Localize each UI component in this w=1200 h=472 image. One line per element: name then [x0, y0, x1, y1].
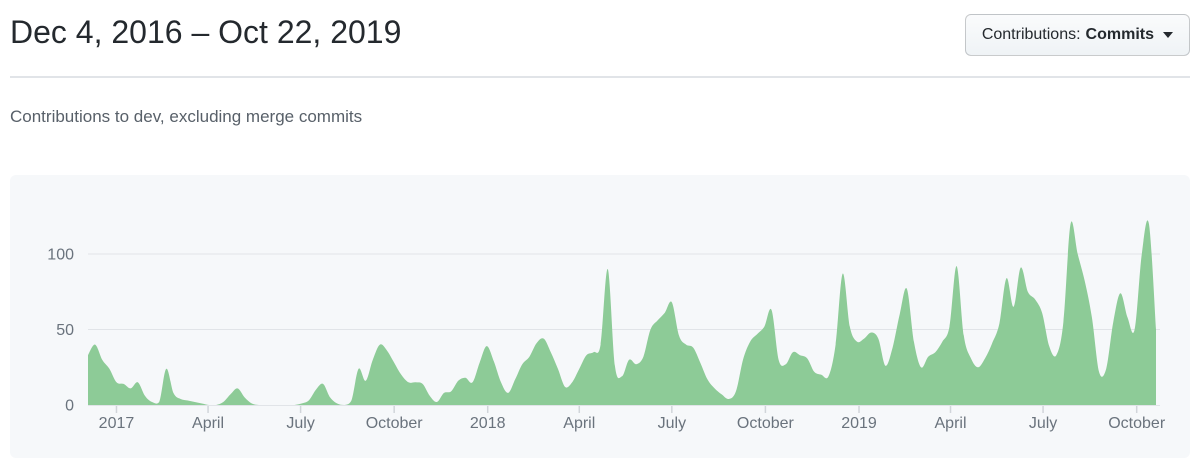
chart-subtitle: Contributions to dev, excluding merge co… [10, 107, 363, 126]
contributions-chart-card: 2017 April July October 2018 April July October… [10, 175, 1190, 458]
x-axis-label: October [366, 415, 424, 432]
contribution-area-series [88, 220, 1156, 405]
x-axis-label: July [286, 415, 314, 432]
x-axis-label: April [192, 415, 224, 432]
x-axis-label: 2018 [470, 415, 506, 432]
x-axis-label: October [737, 415, 795, 432]
x-axis-label: April [563, 415, 595, 432]
x-axis-label: July [1029, 415, 1057, 432]
contributions-page: Dec 4, 2016 – Oct 22, 2019 Contributions… [10, 12, 1190, 458]
page-title: Dec 4, 2016 – Oct 22, 2019 [10, 14, 402, 50]
contributions-area-chart: 2017 April July October 2018 April July October… [47, 220, 1166, 432]
filter-prefix-label: Contributions: [981, 26, 1081, 43]
caret-down-icon [1163, 32, 1173, 38]
x-axis-label: 2019 [841, 415, 877, 432]
page-header: Dec 4, 2016 – Oct 22, 2019 Contributions… [10, 12, 1190, 78]
contributions-filter-button[interactable]: Contributions: Commits [964, 14, 1190, 56]
y-axis-label: 50 [56, 322, 74, 339]
x-axis-label: July [658, 415, 686, 432]
x-axis-label: April [935, 415, 967, 432]
x-axis-label: 2017 [99, 415, 135, 432]
filter-selected-value: Commits [1085, 26, 1154, 43]
y-axis-label: 100 [47, 247, 74, 264]
x-axis-label: October [1108, 415, 1166, 432]
y-axis-label: 0 [65, 398, 74, 415]
